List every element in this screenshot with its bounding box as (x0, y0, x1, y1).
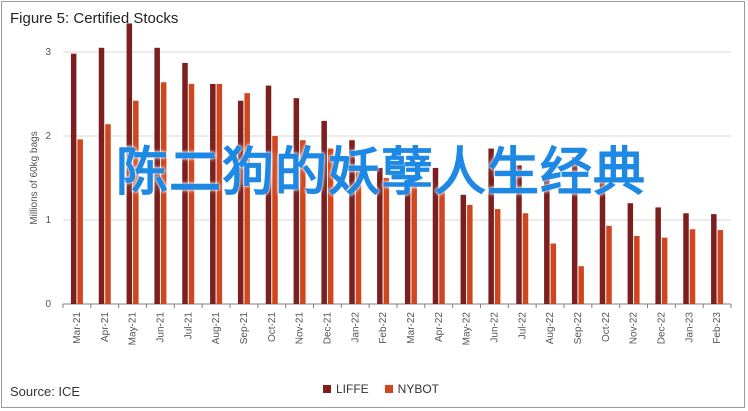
bar-nybot (216, 83, 223, 304)
bar-liffe (516, 165, 522, 304)
x-tick-label: Dec-22 (656, 312, 667, 345)
bar-nybot (244, 93, 250, 304)
bar-nybot (327, 148, 334, 304)
bar-liffe (571, 157, 578, 304)
bar-nybot (439, 191, 445, 304)
bar-nybot (522, 213, 529, 304)
x-tick-label: Aug-21 (211, 312, 222, 345)
chart-title: Figure 5: Certified Stocks (10, 10, 179, 27)
bar-liffe (265, 85, 272, 304)
bar-liffe (404, 178, 411, 304)
bar-nybot (160, 82, 167, 305)
legend-swatch-nybot (384, 385, 393, 393)
x-tick-label: Jan-22 (350, 312, 361, 343)
bar-nybot (188, 83, 195, 304)
y-tick-label: 2 (45, 131, 51, 142)
bar-liffe (627, 203, 634, 304)
bar-nybot (300, 140, 306, 304)
x-tick-label: Apr-21 (100, 312, 111, 342)
x-tick-label: Mar-22 (406, 312, 417, 344)
bar-liffe (349, 140, 355, 304)
bar-nybot (272, 136, 278, 304)
bar-liffe (655, 207, 661, 304)
bar-liffe (544, 173, 550, 304)
bar-nybot (77, 139, 83, 304)
bar-liffe (460, 194, 467, 304)
bar-nybot (606, 225, 612, 304)
bar-nybot (578, 266, 584, 304)
bar-nybot (355, 165, 362, 304)
bar-liffe (154, 47, 160, 305)
x-tick-label: Sep-21 (239, 312, 250, 345)
bar-liffe (711, 214, 717, 304)
bar-liffe (488, 148, 494, 304)
bar-nybot (689, 229, 696, 304)
bar-nybot (467, 204, 473, 304)
x-tick-label: Aug-22 (545, 312, 556, 345)
x-tick-label: Oct-22 (601, 312, 612, 342)
bar-nybot (717, 230, 724, 304)
bar-liffe (237, 100, 244, 304)
y-tick-label: 0 (45, 299, 51, 310)
x-tick-label: May-22 (462, 312, 473, 346)
bar-nybot (105, 124, 111, 305)
x-tick-label: Jan-23 (684, 312, 695, 343)
bar-liffe (126, 23, 133, 304)
x-tick-label: Sep-22 (573, 312, 584, 345)
bar-nybot (494, 209, 501, 304)
x-tick-label: Jun-21 (155, 312, 166, 343)
x-tick-label: Jun-22 (489, 312, 500, 343)
legend-label-nybot: NYBOT (397, 382, 440, 396)
bar-nybot (411, 186, 417, 304)
x-tick-label: May-21 (128, 312, 139, 346)
bar-nybot (550, 243, 557, 304)
bar-liffe (210, 83, 216, 304)
x-tick-label: Oct-21 (267, 312, 278, 342)
bar-nybot (133, 100, 139, 304)
bar-nybot (661, 237, 668, 304)
bar-liffe (293, 98, 300, 304)
legend-item-nybot: NYBOT (384, 382, 440, 396)
bar-liffe (70, 53, 77, 305)
legend-swatch-liffe (323, 385, 331, 393)
bar-liffe (377, 167, 383, 304)
x-tick-label: Feb-22 (378, 312, 389, 344)
x-tick-label: Nov-21 (295, 312, 306, 345)
x-tick-label: Feb-23 (712, 312, 723, 344)
bar-liffe (432, 167, 439, 304)
bar-liffe (182, 62, 188, 304)
y-tick-label: 1 (45, 215, 51, 226)
y-tick-label: 3 (45, 47, 51, 58)
x-tick-label: Nov-22 (629, 312, 640, 345)
bar-nybot (383, 178, 390, 304)
chart-source: Source: ICE (10, 384, 81, 399)
overlay-text: 陈二狗的妖孽人生经典 (115, 143, 646, 203)
x-tick-label: Dec-21 (322, 312, 333, 345)
x-tick-label: Jul-21 (183, 312, 194, 340)
bar-liffe (599, 178, 606, 304)
x-tick-label: Jul-22 (517, 312, 528, 340)
y-axis-label: Millions of 60kg bags (29, 131, 40, 224)
x-tick-label: Mar-21 (72, 312, 83, 344)
bar-nybot (634, 235, 640, 304)
legend-item-liffe: LIFFE (323, 382, 369, 396)
bar-liffe (321, 120, 327, 304)
bar-liffe (98, 47, 105, 305)
legend-label-liffe: LIFFE (336, 382, 369, 396)
legend: LIFFE NYBOT (323, 382, 439, 396)
x-tick-label: Apr-22 (434, 312, 445, 342)
bar-liffe (683, 213, 689, 304)
